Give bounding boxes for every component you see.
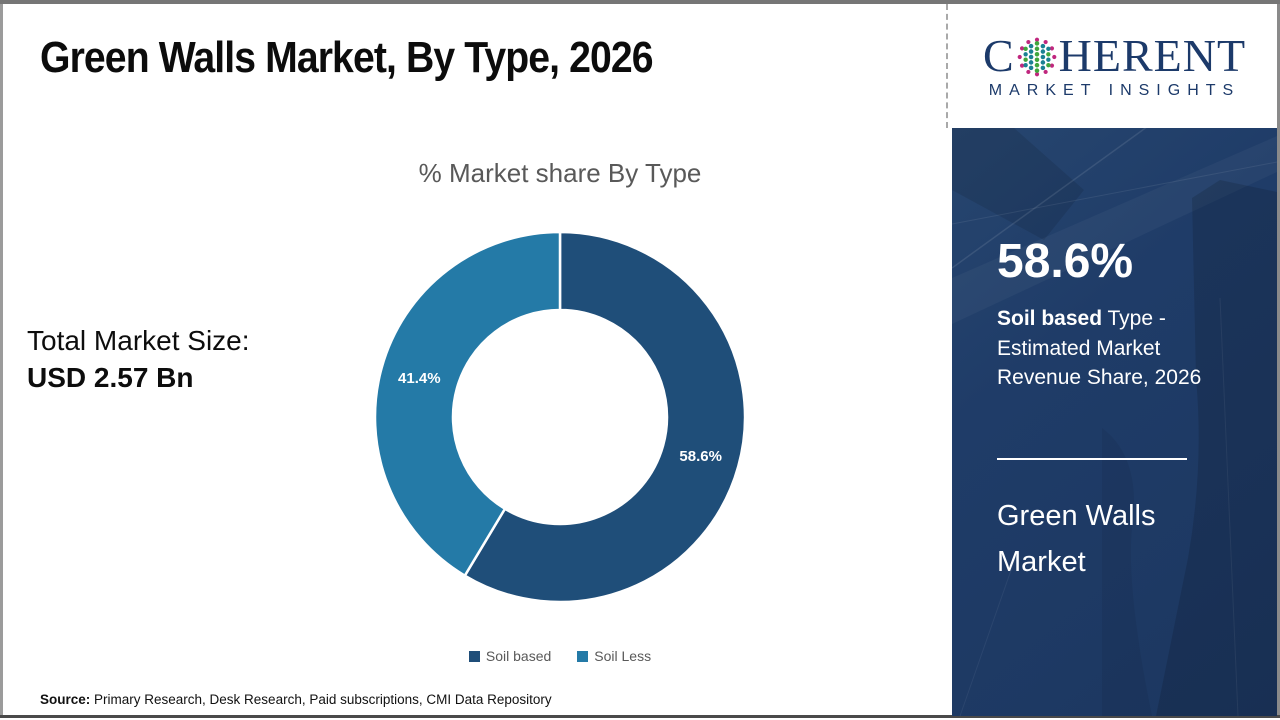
- logo-wordmark: C: [982, 29, 1247, 81]
- dashed-separator: [946, 4, 948, 128]
- legend-label: Soil based: [485, 648, 552, 664]
- logo-rest: HERENT: [1058, 29, 1247, 81]
- page-title: Green Walls Market, By Type, 2026: [40, 33, 654, 82]
- highlight-stat-description: Soil based Type - Estimated Market Reven…: [997, 304, 1223, 393]
- source-text: Primary Research, Desk Research, Paid su…: [90, 692, 552, 707]
- slice-data-label: 58.6%: [679, 448, 722, 465]
- world-map-texture: [952, 128, 1277, 716]
- stat-desc-bold: Soil based: [997, 307, 1103, 330]
- legend-swatch-icon: [577, 650, 589, 662]
- company-logo: C: [952, 4, 1277, 128]
- legend-label: Soil Less: [594, 648, 652, 664]
- legend-item-soil-less: Soil Less: [577, 648, 651, 664]
- market-name-line2: Market: [997, 545, 1086, 578]
- logo-letter-c: C: [982, 29, 1015, 81]
- market-name: Green Walls Market: [997, 494, 1155, 585]
- highlight-panel: 58.6% Soil based Type - Estimated Market…: [952, 128, 1277, 716]
- coherent-globe-icon: [1017, 37, 1056, 76]
- frame-border-bottom: [0, 715, 1280, 718]
- frame-border-top: [0, 0, 1280, 4]
- panel-divider: [997, 458, 1187, 460]
- chart-title: % Market share By Type: [418, 158, 702, 188]
- donut-slice-soil-based: [463, 230, 747, 604]
- chart-legend: Soil based Soil Less: [310, 648, 810, 664]
- donut-chart: 58.6% 41.4%: [373, 230, 747, 604]
- total-market-size-block: Total Market Size: USD 2.57 Bn: [27, 322, 250, 396]
- legend-item-soil-based: Soil based: [468, 648, 552, 664]
- stat-desc-rest: Type - Estimated Market Revenue Share, 2…: [997, 307, 1202, 389]
- donut-slice-soil-less: [373, 230, 562, 578]
- logo-subtitle: MARKET INSIGHTS: [988, 81, 1241, 99]
- market-name-line1: Green Walls: [997, 500, 1156, 532]
- total-market-size-label: Total Market Size:: [27, 325, 250, 356]
- frame-border-right: [1277, 4, 1280, 716]
- slice-data-label: 41.4%: [398, 370, 441, 387]
- legend-swatch-icon: [468, 650, 480, 662]
- highlight-stat-value: 58.6%: [997, 235, 1134, 288]
- source-label: Source:: [40, 692, 91, 707]
- source-note: Source: Primary Research, Desk Research,…: [40, 692, 552, 707]
- total-market-size-value: USD 2.57 Bn: [27, 362, 194, 393]
- frame-border-left: [0, 4, 3, 716]
